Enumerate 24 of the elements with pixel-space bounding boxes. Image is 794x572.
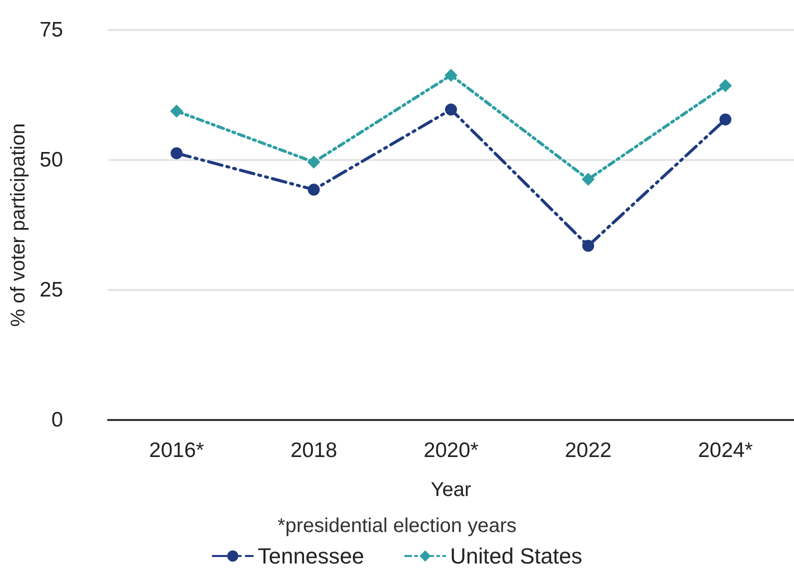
- y-tick-label: 0: [51, 408, 63, 432]
- y-tick-label: 50: [40, 148, 63, 172]
- point: [170, 147, 183, 160]
- y-tick-label: 25: [40, 278, 63, 302]
- x-tick-label: 2018: [290, 439, 338, 462]
- point: [718, 79, 732, 92]
- point: [444, 68, 458, 82]
- y-axis-title: % of voter participation: [8, 123, 30, 327]
- point: [719, 113, 732, 126]
- point: [307, 156, 320, 169]
- point: [445, 104, 457, 116]
- legend-label: Tennessee: [258, 544, 364, 568]
- point: [582, 240, 594, 252]
- x-tick-label: 2016*: [149, 439, 204, 462]
- point: [170, 104, 184, 118]
- x-tick-label: 2020*: [424, 439, 478, 462]
- y-tick-label: 75: [40, 18, 63, 42]
- point: [308, 184, 320, 196]
- x-tick-label: 2022: [564, 439, 612, 462]
- x-tick-label: 2024*: [698, 439, 753, 462]
- text: *presidential election years: [277, 515, 517, 537]
- x-axis-title: Year: [430, 479, 472, 501]
- legend-label: United States: [450, 544, 582, 568]
- point: [582, 172, 595, 186]
